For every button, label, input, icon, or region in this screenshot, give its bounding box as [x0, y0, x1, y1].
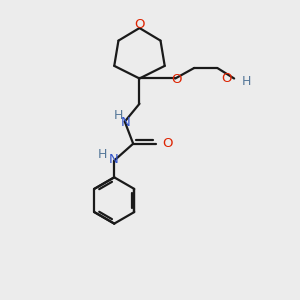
Text: O: O	[134, 18, 145, 32]
Text: H: H	[98, 148, 107, 161]
Text: O: O	[221, 72, 232, 85]
Text: H: H	[114, 109, 123, 122]
Text: H: H	[242, 75, 251, 88]
Text: O: O	[171, 73, 181, 86]
Text: O: O	[163, 137, 173, 150]
Text: N: N	[121, 116, 131, 129]
Text: N: N	[108, 153, 118, 166]
